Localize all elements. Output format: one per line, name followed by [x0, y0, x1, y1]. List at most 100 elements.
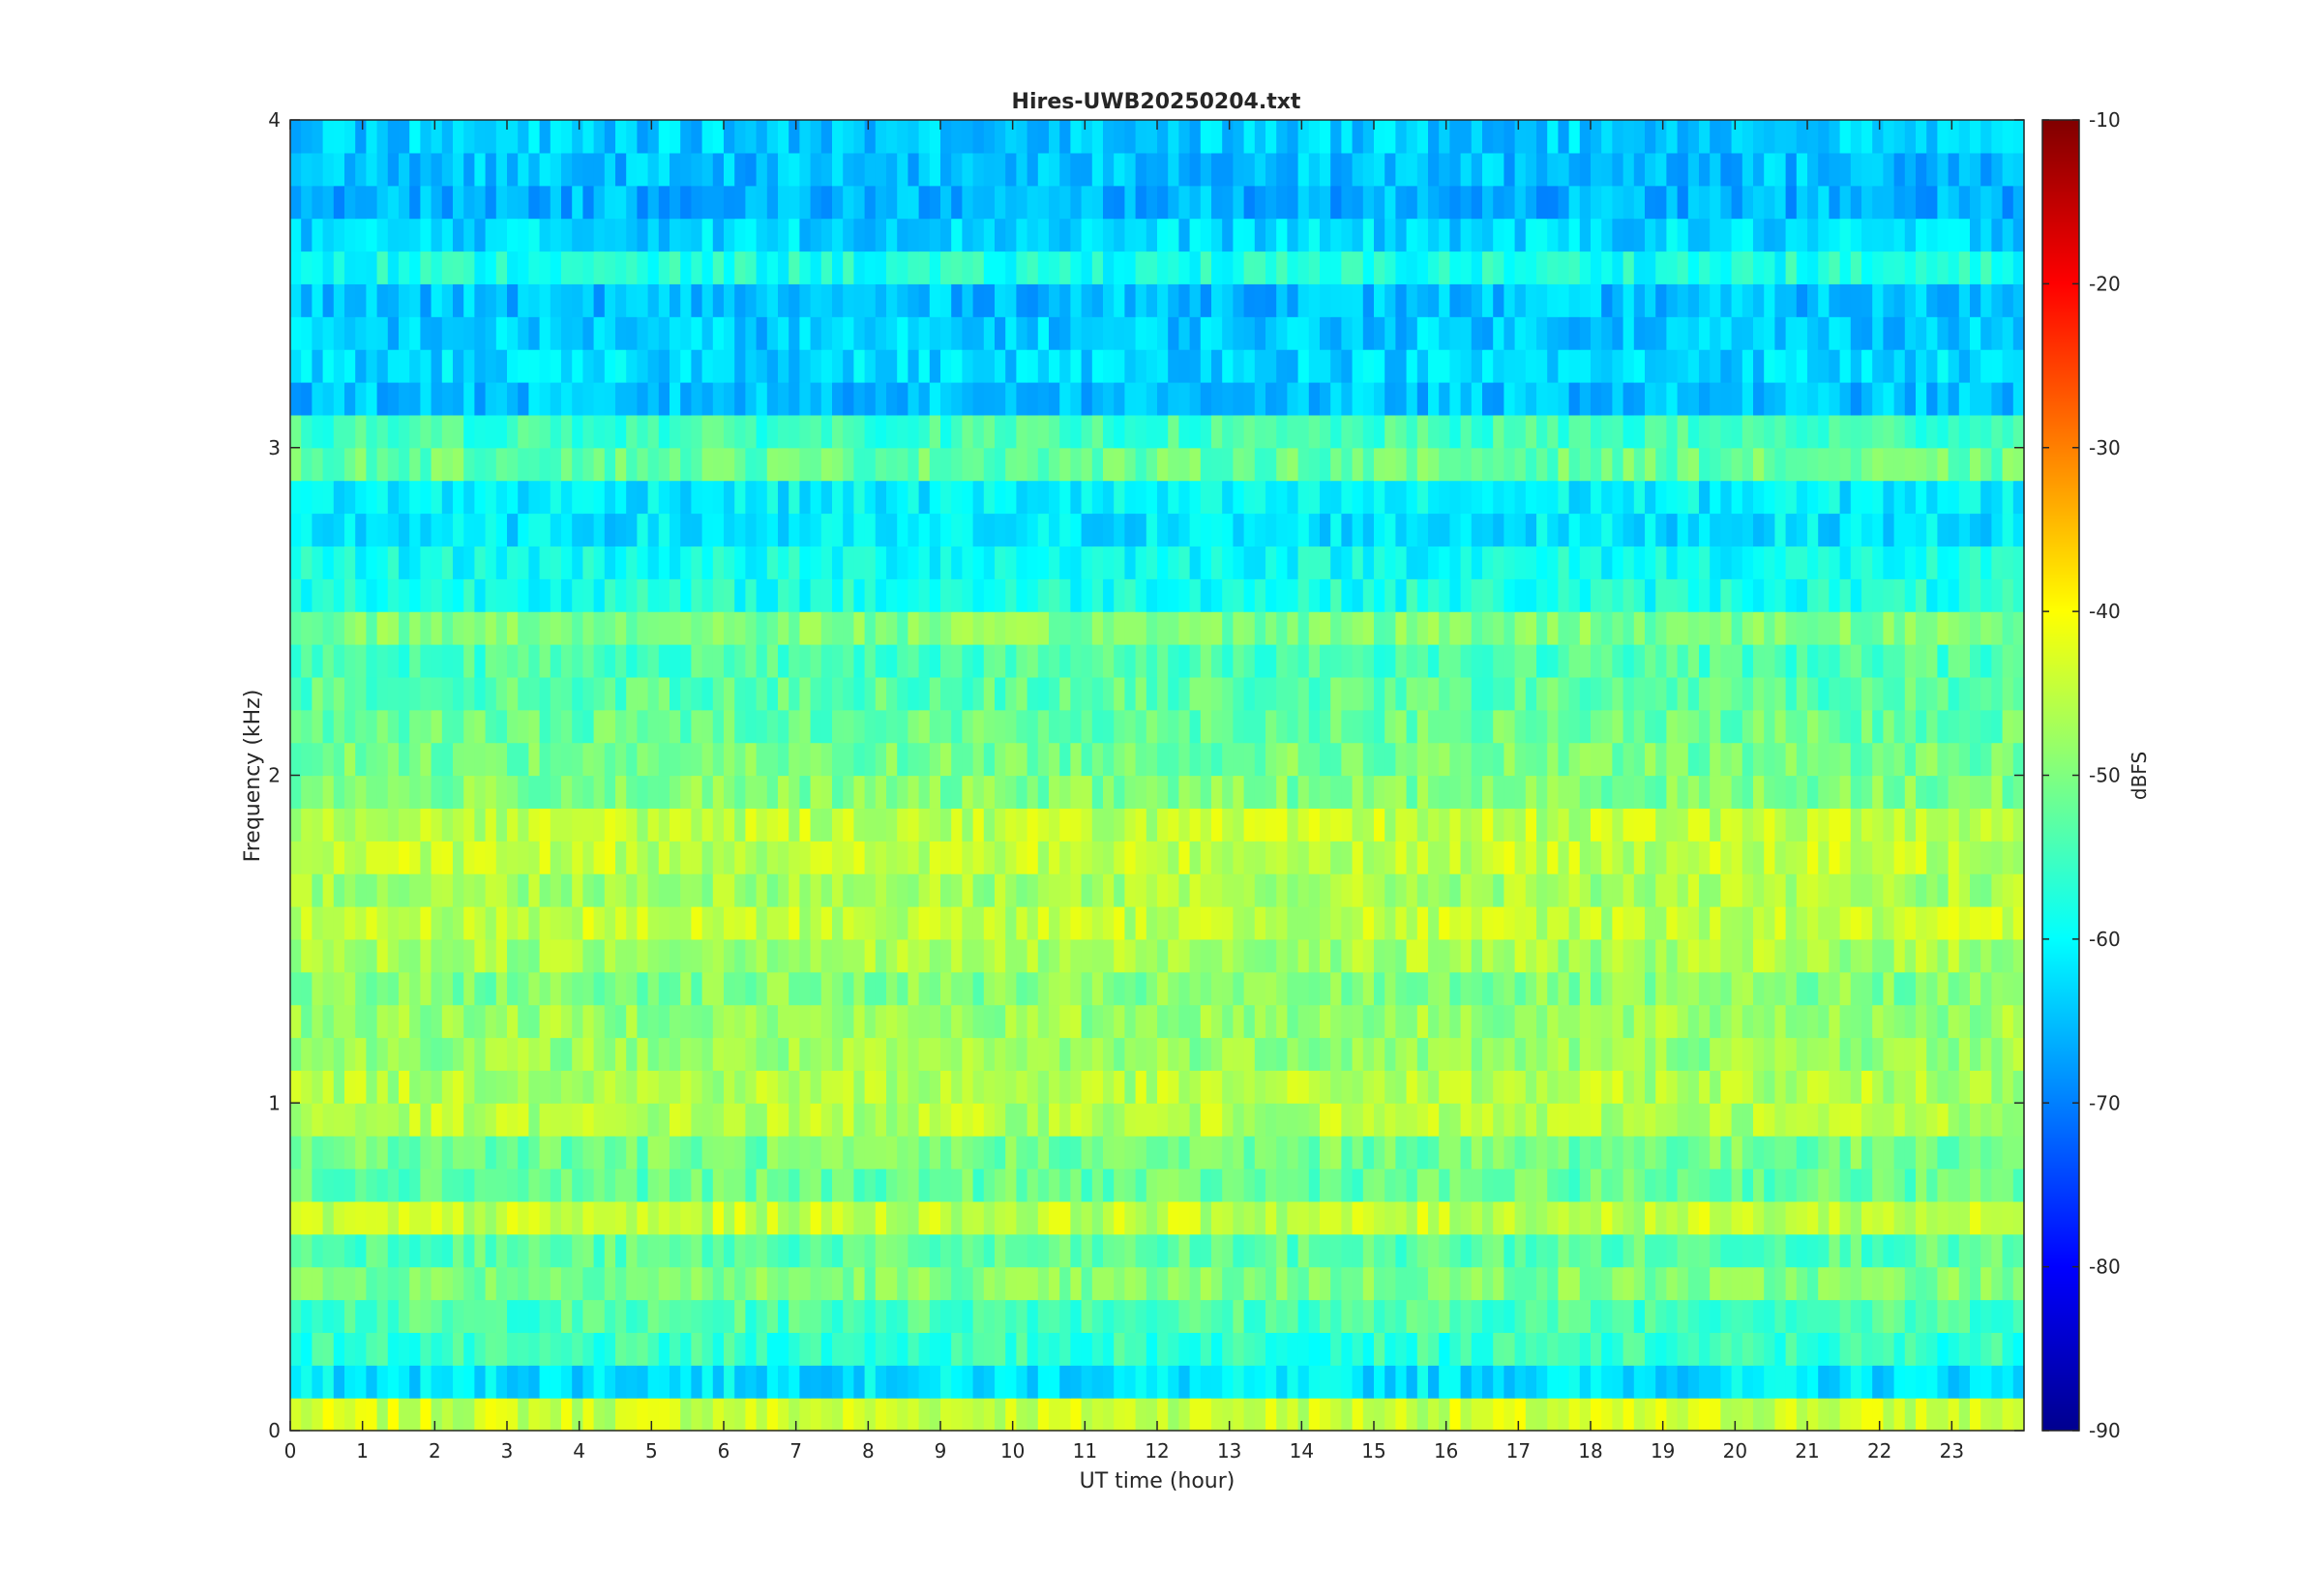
heatmap-cell	[1330, 611, 1342, 645]
heatmap-cell	[626, 841, 638, 874]
heatmap-cell	[355, 841, 367, 874]
heatmap-cell	[1904, 1004, 1917, 1039]
heatmap-cell	[1124, 644, 1137, 678]
heatmap-cell	[1016, 1200, 1028, 1235]
heatmap-cell	[1883, 1332, 1895, 1366]
heatmap-cell	[1243, 1103, 1256, 1137]
heatmap-cell	[691, 644, 703, 678]
heatmap-cell	[843, 644, 854, 678]
heatmap-cell	[940, 1037, 952, 1071]
heatmap-cell	[1428, 873, 1440, 907]
heatmap-cell	[1655, 1004, 1667, 1039]
heatmap-cell	[918, 709, 931, 744]
heatmap-cell	[1265, 676, 1277, 711]
heatmap-cell	[1970, 1136, 1981, 1169]
heatmap-cell	[1114, 1233, 1125, 1268]
heatmap-cell	[1904, 1299, 1917, 1333]
heatmap-cell	[1558, 1398, 1570, 1432]
heatmap-cell	[929, 1200, 941, 1235]
heatmap-cell	[1460, 808, 1473, 842]
heatmap-cell	[1970, 1004, 1981, 1039]
heatmap-cell	[1168, 1037, 1179, 1071]
heatmap-cell	[2012, 414, 2025, 449]
heatmap-cell	[1774, 676, 1787, 711]
heatmap-cell	[1178, 1200, 1191, 1235]
heatmap-cell	[778, 1004, 789, 1039]
heatmap-cell	[593, 1200, 606, 1235]
heatmap-cell	[1254, 447, 1266, 482]
heatmap-cell	[1764, 1398, 1775, 1432]
heatmap-cell	[312, 447, 324, 482]
heatmap-cell	[1904, 1332, 1917, 1366]
heatmap-cell	[1384, 1332, 1396, 1366]
heatmap-cell	[658, 775, 670, 809]
heatmap-cell	[463, 480, 475, 515]
heatmap-cell	[420, 938, 432, 973]
heatmap-cell	[550, 938, 562, 973]
heatmap-cell	[1861, 938, 1873, 973]
heatmap-cell	[853, 971, 866, 1006]
heatmap-cell	[1178, 1168, 1191, 1202]
heatmap-cell	[1904, 1398, 1917, 1432]
heatmap-cell	[1839, 841, 1852, 874]
heatmap-cell	[1547, 1168, 1559, 1202]
heatmap-cell	[1374, 1070, 1385, 1104]
heatmap-cell	[1753, 775, 1765, 809]
heatmap-cell	[1850, 841, 1862, 874]
heatmap-cell	[1839, 1266, 1852, 1301]
heatmap-cell	[1330, 971, 1342, 1006]
heatmap-cell	[550, 1136, 562, 1169]
heatmap-cell	[820, 414, 833, 449]
heatmap-cell	[1970, 1332, 1981, 1366]
heatmap-cell	[1276, 414, 1288, 449]
heatmap-cell	[1536, 1200, 1548, 1235]
heatmap-cell	[1958, 1200, 1971, 1235]
heatmap-cell	[1710, 808, 1721, 842]
heatmap-cell	[453, 906, 464, 940]
heatmap-cell	[1579, 447, 1592, 482]
heatmap-cell	[1027, 1398, 1039, 1432]
heatmap-cell	[1753, 1004, 1765, 1039]
heatmap-cell	[897, 1332, 908, 1366]
heatmap-cell	[756, 414, 768, 449]
heatmap-cell	[431, 578, 443, 612]
heatmap-cell	[344, 480, 356, 515]
heatmap-cell	[1287, 414, 1299, 449]
heatmap-cell	[918, 1332, 931, 1366]
heatmap-cell	[1503, 906, 1516, 940]
heatmap-cell	[1416, 447, 1429, 482]
heatmap-cell	[1753, 1103, 1765, 1137]
heatmap-cell	[1374, 1200, 1385, 1235]
heatmap-cell	[1233, 676, 1245, 711]
heatmap-cell	[1514, 971, 1527, 1006]
heatmap-cell	[1514, 644, 1527, 678]
heatmap-cell	[1666, 906, 1679, 940]
heatmap-cell	[940, 546, 952, 579]
heatmap-cell	[820, 1070, 833, 1104]
heatmap-cell	[1503, 808, 1516, 842]
heatmap-cell	[1168, 676, 1179, 711]
heatmap-cell	[1049, 1168, 1060, 1202]
heatmap-cell	[1211, 1070, 1223, 1104]
heatmap-cell	[1330, 1266, 1342, 1301]
heatmap-cell	[1710, 513, 1721, 547]
heatmap-cell	[539, 1266, 551, 1301]
heatmap-cell	[518, 1299, 529, 1333]
heatmap-cell	[789, 808, 800, 842]
heatmap-cell	[431, 1266, 443, 1301]
heatmap-cell	[918, 1168, 931, 1202]
heatmap-cell	[463, 742, 475, 777]
heatmap-cell	[1893, 1004, 1906, 1039]
heatmap-cell	[1460, 1103, 1473, 1137]
heatmap-cell	[766, 808, 779, 842]
heatmap-cell	[745, 676, 758, 711]
heatmap-cell	[853, 775, 866, 809]
heatmap-cell	[1991, 775, 2004, 809]
heatmap-cell	[766, 1365, 779, 1399]
heatmap-cell	[1416, 480, 1429, 515]
heatmap-cell	[1471, 775, 1483, 809]
heatmap-cell	[1547, 1398, 1559, 1432]
heatmap-cell	[1731, 513, 1743, 547]
heatmap-cell	[2012, 480, 2025, 515]
heatmap-cell	[1536, 742, 1548, 777]
